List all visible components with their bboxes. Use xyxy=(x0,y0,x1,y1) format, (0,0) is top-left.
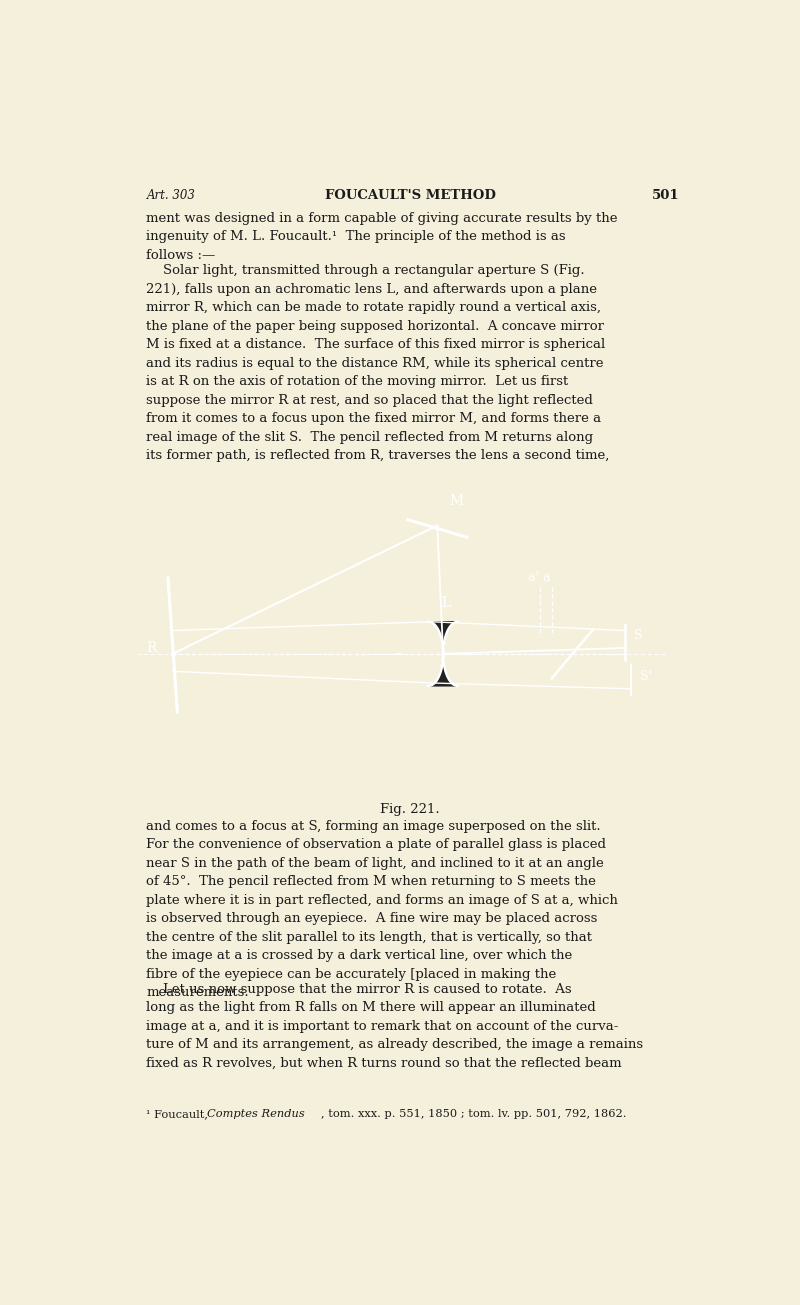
Text: R: R xyxy=(146,641,157,655)
Text: Solar light, transmitted through a rectangular aperture S (Fig.
221), falls upon: Solar light, transmitted through a recta… xyxy=(146,264,610,462)
Text: Let us now suppose that the mirror R is caused to rotate.  As
long as the light : Let us now suppose that the mirror R is … xyxy=(146,983,644,1070)
Text: S': S' xyxy=(640,669,652,683)
Text: and comes to a focus at S, forming an image superposed on the slit.
For the conv: and comes to a focus at S, forming an im… xyxy=(146,820,618,1000)
Text: Fig. 221.: Fig. 221. xyxy=(380,803,440,816)
Text: ¹ Foucault,: ¹ Foucault, xyxy=(146,1109,212,1120)
Text: Comptes Rendus: Comptes Rendus xyxy=(207,1109,305,1120)
Text: , tom. xxx. p. 551, 1850 ; tom. lv. pp. 501, 792, 1862.: , tom. xxx. p. 551, 1850 ; tom. lv. pp. … xyxy=(321,1109,626,1120)
Text: Art. 303: Art. 303 xyxy=(146,189,195,202)
Text: L: L xyxy=(442,596,450,611)
Text: FOUCAULT'S METHOD: FOUCAULT'S METHOD xyxy=(325,189,495,202)
Text: M: M xyxy=(449,495,463,508)
Text: ment was designed in a form capable of giving accurate results by the
ingenuity : ment was designed in a form capable of g… xyxy=(146,211,618,262)
Text: a' a: a' a xyxy=(529,572,551,583)
Text: S: S xyxy=(634,629,642,642)
Text: 501: 501 xyxy=(652,189,680,202)
Polygon shape xyxy=(429,621,458,686)
